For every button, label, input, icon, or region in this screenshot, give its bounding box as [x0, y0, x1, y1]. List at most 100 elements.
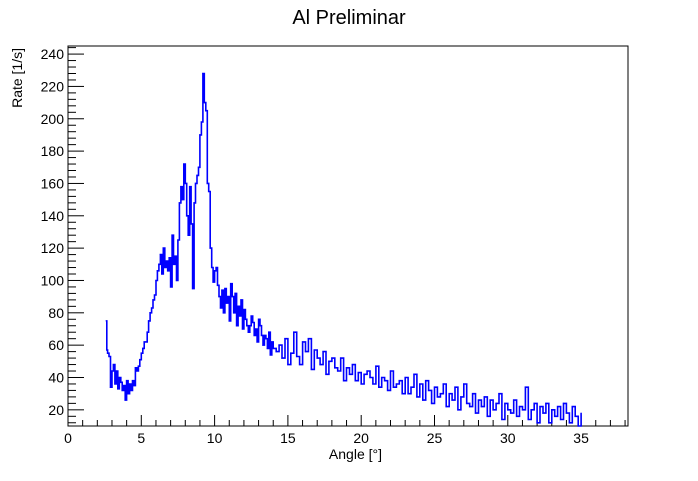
data-point	[460, 396, 462, 398]
data-point	[284, 338, 286, 340]
data-point	[233, 312, 235, 314]
data-point	[510, 412, 512, 414]
data-point	[469, 405, 471, 408]
data-point	[474, 412, 477, 414]
data-point	[208, 190, 210, 193]
data-point	[568, 422, 570, 424]
data-point	[271, 341, 273, 343]
data-point	[316, 357, 318, 359]
data-point	[580, 412, 582, 414]
data-point	[381, 376, 383, 379]
data-point	[180, 186, 182, 188]
data-point	[278, 344, 280, 346]
data-point	[554, 415, 556, 417]
data-point	[472, 393, 474, 395]
data-point	[209, 247, 211, 249]
data-point	[247, 331, 249, 333]
data-point	[557, 405, 559, 408]
data-point	[345, 367, 348, 369]
data-point	[260, 334, 263, 337]
data-point	[498, 393, 500, 395]
data-point	[109, 386, 112, 388]
data-point	[238, 315, 241, 317]
data-point	[265, 338, 267, 340]
data-point	[197, 166, 200, 168]
data-point	[130, 389, 132, 392]
data-point	[536, 422, 538, 424]
data-point	[136, 370, 138, 372]
data-point	[152, 299, 154, 301]
data-point	[404, 376, 406, 379]
data-point	[105, 320, 107, 322]
data-point	[199, 134, 201, 136]
data-point	[146, 331, 148, 333]
data-point	[442, 383, 444, 385]
data-point	[299, 363, 301, 366]
data-point	[351, 363, 353, 366]
data-point	[205, 110, 207, 112]
y-axis-label: Rate [1/s]	[9, 48, 25, 108]
data-point	[348, 373, 351, 375]
data-point	[123, 384, 125, 387]
data-point	[192, 287, 194, 290]
data-point	[372, 383, 374, 385]
data-point	[241, 328, 244, 330]
data-point	[189, 186, 191, 188]
data-point	[153, 294, 156, 296]
data-point	[428, 389, 430, 392]
data-point	[301, 341, 304, 343]
data-point	[137, 365, 139, 367]
data-point	[263, 334, 266, 337]
data-point	[140, 352, 142, 354]
data-point	[126, 380, 128, 382]
data-point	[164, 266, 166, 269]
data-point	[184, 182, 186, 185]
x-tick-label: 15	[280, 430, 296, 446]
data-point	[322, 351, 324, 353]
data-point	[171, 234, 173, 236]
data-point	[395, 383, 397, 385]
data-point	[495, 402, 497, 404]
data-point	[542, 412, 544, 414]
data-point	[425, 380, 427, 382]
data-point	[281, 357, 283, 359]
data-point	[343, 380, 345, 382]
data-point	[202, 72, 204, 75]
data-point	[524, 386, 526, 388]
data-point	[369, 376, 371, 379]
data-point	[252, 321, 254, 324]
data-point	[571, 405, 573, 408]
data-point	[206, 182, 208, 185]
data-point	[167, 270, 169, 272]
x-tick-label: 5	[137, 430, 145, 446]
data-point	[181, 199, 183, 201]
data-point	[231, 296, 233, 298]
plot-frame	[67, 45, 629, 427]
data-point	[293, 331, 295, 333]
data-point	[124, 399, 126, 401]
data-point	[337, 370, 339, 372]
data-point	[269, 354, 271, 356]
data-point	[190, 223, 192, 225]
data-point	[313, 349, 315, 351]
data-point	[212, 281, 214, 283]
data-point	[215, 266, 217, 269]
data-point	[384, 380, 386, 382]
data-point	[237, 305, 239, 307]
data-point	[328, 360, 330, 362]
y-tick-label: 120	[41, 240, 65, 256]
data-point	[177, 239, 179, 241]
data-point	[577, 425, 579, 427]
data-point	[386, 389, 389, 392]
x-axis-label: Angle [°]	[329, 446, 382, 462]
data-point	[389, 370, 392, 372]
data-point	[255, 328, 257, 330]
data-point	[121, 389, 123, 392]
data-point	[106, 352, 109, 354]
data-point	[170, 286, 172, 288]
data-point	[259, 325, 261, 327]
data-point	[230, 283, 232, 285]
data-point	[290, 352, 292, 354]
data-point	[515, 415, 518, 417]
data-point	[439, 393, 441, 395]
